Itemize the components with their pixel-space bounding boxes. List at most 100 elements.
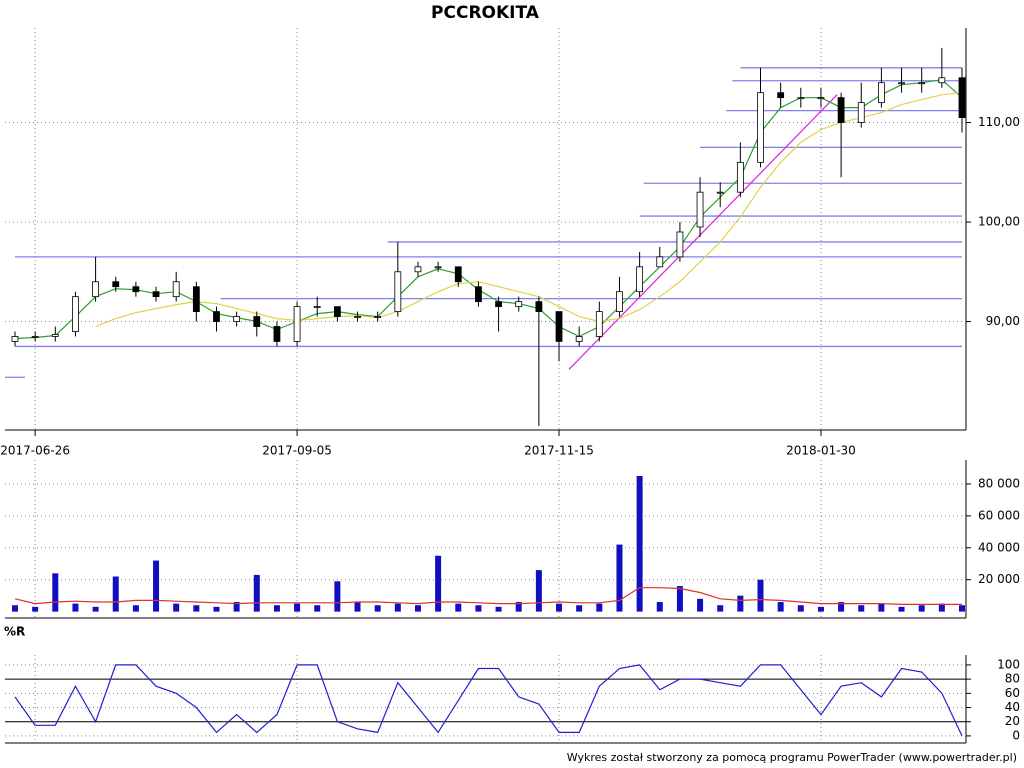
candle-body [92, 281, 99, 298]
candle-body [495, 301, 502, 308]
y-tick-label: 40 000 [978, 540, 1020, 554]
y-tick-label: 90,00 [986, 314, 1020, 328]
volume-bar [112, 576, 119, 612]
candle-body [676, 231, 684, 258]
volume-bar [817, 606, 824, 612]
x-tick-label: 2017-09-05 [262, 444, 332, 458]
volume-bar [495, 606, 502, 612]
chart-title: PCCROKITA [431, 3, 540, 23]
panel-title: %R [4, 625, 25, 639]
candle-body [333, 306, 341, 317]
volume-bar [838, 602, 845, 612]
candle-body [898, 82, 905, 85]
volume-bar [737, 595, 744, 612]
volume-bar [777, 602, 784, 612]
candle-body [656, 256, 664, 268]
volume-bar [92, 606, 99, 612]
candle-body [374, 316, 382, 318]
volume-bar [515, 602, 522, 612]
volume-bar [616, 544, 623, 612]
candle-body [555, 311, 563, 342]
candle-body [132, 286, 140, 293]
y-tick-label: 110,00 [978, 115, 1020, 129]
candle-body [837, 97, 845, 123]
volume-bar [576, 605, 583, 612]
volume-bar [233, 602, 240, 612]
candle-body [293, 306, 301, 342]
y-tick-label: 80 000 [978, 476, 1020, 490]
candle-body [434, 266, 442, 269]
candle-body [636, 266, 644, 293]
candle-body [51, 334, 59, 337]
volume-bar [394, 603, 401, 612]
candle-body [313, 306, 321, 309]
candle-body [797, 97, 805, 100]
y-tick-label: 100 [997, 657, 1020, 671]
candle-body [777, 92, 785, 99]
volume-bar [636, 475, 643, 612]
volume-bar [596, 603, 603, 612]
candle-body [454, 266, 462, 283]
candle-body [273, 326, 281, 342]
volume-bar [697, 598, 704, 612]
volume-bar [153, 560, 160, 612]
candle-body [757, 92, 764, 163]
volume-bar [938, 603, 945, 612]
candle-body [31, 336, 39, 338]
volume-bar [294, 603, 301, 612]
volume-bar [717, 605, 724, 612]
y-tick-label: 60 [1005, 686, 1020, 700]
volume-bar [414, 605, 421, 612]
volume-bar [959, 605, 965, 612]
volume-bar [213, 606, 220, 612]
candle-body [918, 82, 926, 85]
volume-bar [858, 605, 865, 612]
volume-bar [757, 579, 764, 612]
moving-average [14, 79, 963, 340]
volume-bar [374, 605, 381, 612]
volume-bar [535, 570, 542, 612]
candle-body [72, 296, 79, 332]
volume-bar [132, 605, 139, 612]
candle-body [696, 191, 704, 228]
y-tick-label: 60 000 [978, 508, 1020, 522]
candle-body [716, 191, 724, 194]
candle-body [575, 336, 583, 342]
candle-body [938, 77, 946, 84]
volume-bar [72, 603, 79, 612]
y-tick-label: 80 [1005, 672, 1020, 686]
y-tick-label: 100,00 [978, 215, 1020, 229]
y-tick-label: 20 [1005, 714, 1020, 728]
candle-body [817, 97, 825, 100]
volume-bar [52, 573, 59, 612]
candle-body [475, 286, 482, 303]
volume-bar [32, 606, 39, 612]
candle-body [515, 301, 523, 308]
y-tick-label: 0 [1012, 728, 1020, 742]
volume-bar [898, 606, 905, 612]
volume-bar [797, 605, 804, 612]
candle-body [253, 316, 261, 327]
trend-line [568, 94, 838, 370]
candle-body [535, 301, 543, 312]
volume-bar [273, 605, 280, 612]
candle-body [878, 82, 885, 104]
volume-bar [878, 603, 885, 612]
y-tick-label: 40 [1005, 700, 1020, 714]
volume-bar [334, 581, 341, 612]
candle-body [213, 311, 220, 322]
candle-body [616, 291, 623, 312]
volume-bar [676, 586, 683, 612]
x-tick-label: 2017-11-15 [524, 444, 594, 458]
volume-bar [475, 605, 482, 612]
volume-bar [354, 602, 361, 612]
candle-body [172, 281, 180, 298]
candle-body [595, 311, 603, 337]
candle-body [233, 316, 241, 322]
x-tick-label: 2017-06-26 [0, 444, 70, 458]
volume-bar [253, 574, 260, 612]
candle-body [736, 161, 744, 193]
candle-body [152, 291, 160, 298]
x-tick-label: 2018-01-30 [786, 444, 856, 458]
candle-body [958, 77, 966, 118]
